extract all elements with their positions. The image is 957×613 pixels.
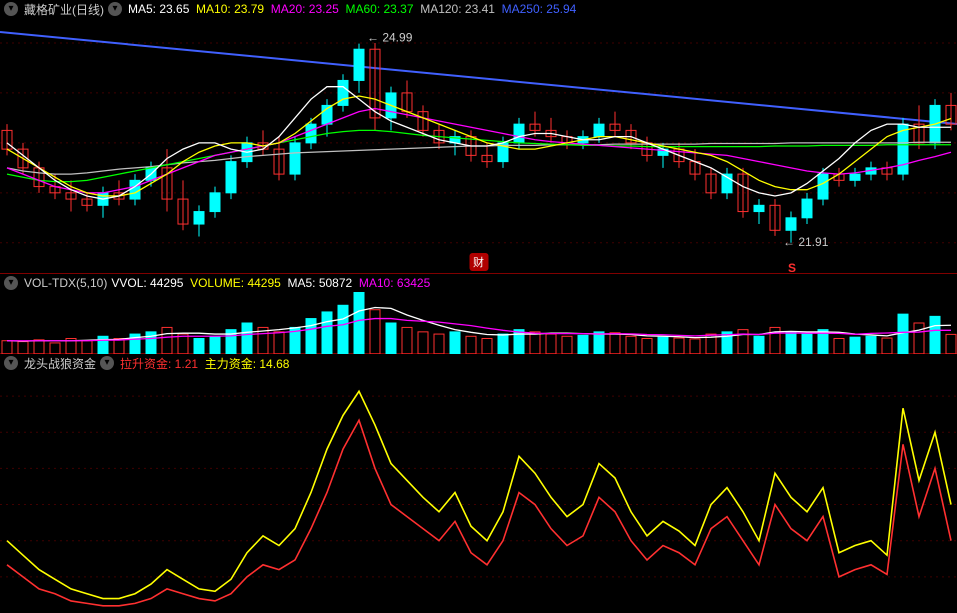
svg-text:← 21.91: ← 21.91	[783, 235, 829, 249]
volume-panel: ▾ VOL-TDX(5,10) VVOL: 44295 VOLUME: 4429…	[0, 274, 957, 354]
ind-title: 龙头战狼资金	[24, 355, 96, 372]
indicator-panel-header: ▾ 龙头战狼资金 ▾ 拉升资金: 1.21 主力资金: 14.68	[0, 354, 957, 372]
vol-title: VOL-TDX(5,10)	[24, 276, 107, 290]
ma-label: MA120: 23.41	[420, 2, 495, 16]
collapse-icon[interactable]: ▾	[4, 2, 18, 16]
ma-label: MA5: 23.65	[128, 2, 189, 16]
svg-text:← 24.99: ← 24.99	[367, 31, 413, 45]
ma-label: VOLUME: 44295	[190, 276, 281, 290]
ma-label: 主力资金: 14.68	[205, 357, 290, 371]
collapse-icon[interactable]: ▾	[4, 276, 18, 290]
symbol-title: 藏格矿业(日线)	[24, 1, 104, 18]
volume-chart[interactable]	[0, 292, 957, 354]
price-chart[interactable]: ← 24.99 ← 21.91 S	[0, 18, 957, 274]
ma-label: MA5: 50872	[287, 276, 352, 290]
price-panel-header: ▾ 藏格矿业(日线) ▾ MA5: 23.65 MA10: 23.79 MA20…	[0, 0, 957, 18]
ma-label: MA60: 23.37	[345, 2, 413, 16]
ma-label: MA20: 23.25	[271, 2, 339, 16]
collapse-icon[interactable]: ▾	[4, 356, 18, 370]
cai-badge[interactable]: 财	[469, 253, 488, 271]
ma-label: MA10: 23.79	[196, 2, 264, 16]
dropdown-icon[interactable]: ▾	[108, 2, 122, 16]
ma-label: VVOL: 44295	[111, 276, 183, 290]
svg-text:S: S	[788, 261, 796, 274]
volume-panel-header: ▾ VOL-TDX(5,10) VVOL: 44295 VOLUME: 4429…	[0, 274, 957, 292]
ma-label: MA10: 63425	[359, 276, 430, 290]
indicator-chart[interactable]	[0, 372, 957, 613]
price-panel: ▾ 藏格矿业(日线) ▾ MA5: 23.65 MA10: 23.79 MA20…	[0, 0, 957, 274]
indicator-panel: ▾ 龙头战狼资金 ▾ 拉升资金: 1.21 主力资金: 14.68	[0, 354, 957, 613]
ma-label: MA250: 25.94	[502, 2, 577, 16]
ma-label: 拉升资金: 1.21	[120, 357, 198, 371]
dropdown-icon[interactable]: ▾	[100, 356, 114, 370]
